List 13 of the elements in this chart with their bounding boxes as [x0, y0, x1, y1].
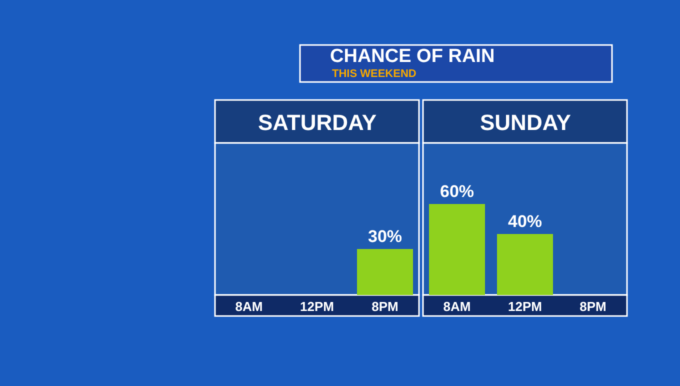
x-tick-label: 12PM — [300, 299, 334, 314]
chart-title: SUNDAY — [480, 110, 572, 135]
x-tick-label: 8AM — [443, 299, 471, 314]
x-tick-label: 8PM — [580, 299, 606, 314]
chart-title: SATURDAY — [258, 110, 377, 135]
x-tick-label: 8PM — [372, 299, 398, 314]
data-label: 60% — [440, 182, 474, 201]
x-tick-label: 12PM — [508, 299, 542, 314]
data-label: 40% — [508, 212, 542, 231]
text: THIS WEEKEND — [332, 68, 416, 80]
text: CHANCE OF RAIN — [330, 46, 495, 67]
x-tick-label: 8AM — [235, 299, 263, 314]
data-label: 30% — [368, 227, 402, 246]
